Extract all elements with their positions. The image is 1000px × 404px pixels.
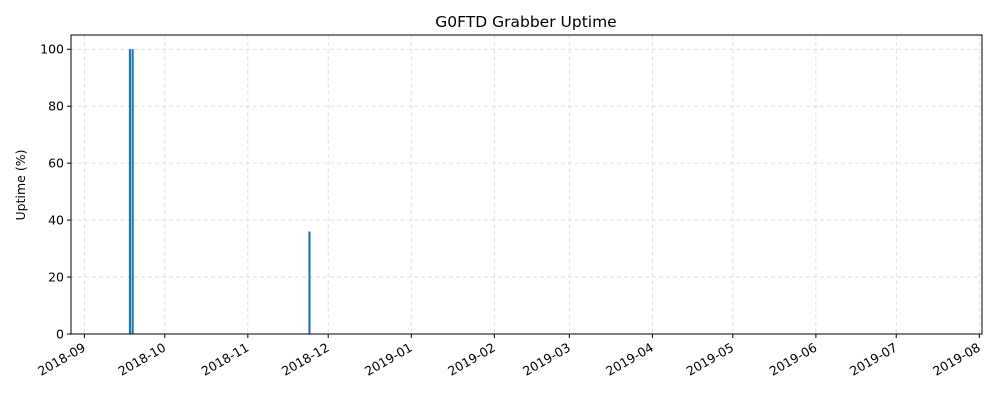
x-tick-label: 2019-08 (930, 340, 983, 379)
y-tick-label: 20 (48, 270, 64, 285)
x-tick-label: 2019-03 (520, 340, 573, 379)
x-tick-label: 2018-12 (279, 340, 332, 379)
y-tick-label: 100 (40, 42, 64, 57)
x-tick-label: 2019-01 (362, 340, 415, 379)
grid-lines (71, 35, 982, 335)
x-tick-label: 2018-09 (35, 340, 88, 379)
y-axis: 0 20 40 60 80 100 (40, 42, 71, 342)
x-tick-label: 2019-07 (847, 340, 900, 379)
y-axis-label: Uptime (%) (13, 150, 28, 221)
bars (128, 49, 311, 334)
plot-frame (70, 34, 983, 335)
x-tick-label: 2018-10 (116, 340, 169, 379)
x-tick-label: 2019-02 (445, 340, 498, 379)
y-tick-label: 0 (56, 327, 64, 342)
bar (128, 49, 132, 334)
chart-title: G0FTD Grabber Uptime (435, 13, 616, 31)
x-tick-label: 2019-04 (603, 340, 656, 379)
x-tick-label: 2019-05 (684, 340, 737, 379)
y-tick-label: 80 (48, 99, 64, 114)
bar (131, 49, 134, 334)
x-axis: 2018-09 2018-10 2018-11 2018-12 2019-01 2019-… (35, 334, 983, 379)
y-tick-label: 40 (48, 213, 64, 228)
x-tick-label: 2019-06 (767, 340, 820, 379)
bar (308, 231, 311, 334)
x-tick-label: 2018-11 (199, 340, 252, 379)
y-tick-label: 60 (48, 156, 64, 171)
